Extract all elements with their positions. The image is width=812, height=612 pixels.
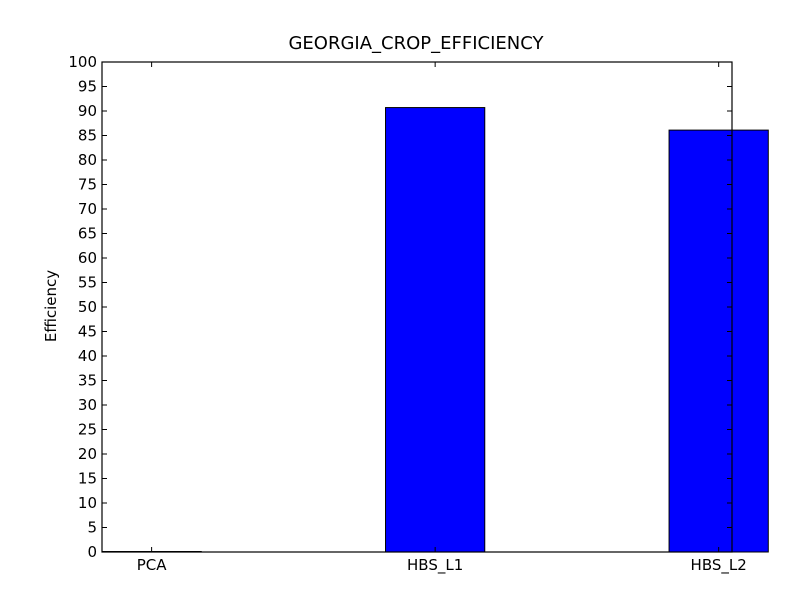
bar-hbs-l2 [668, 129, 769, 553]
y-tick-label: 70 [78, 200, 97, 218]
x-tick-label: HBS_L2 [691, 556, 747, 575]
x-tick-label: PCA [137, 556, 168, 574]
y-axis: 0 5 10 15 20 25 30 35 40 45 50 55 60 65 70 75 80 85 90 95 10… [68, 53, 732, 561]
y-tick-label: 10 [78, 494, 97, 512]
y-tick-label: 75 [78, 176, 97, 194]
chart-title: GEORGIA_CROP_EFFICIENCY [288, 33, 544, 54]
y-tick-label: 55 [78, 274, 97, 292]
y-tick-label: 30 [78, 396, 97, 414]
y-tick-label: 65 [78, 225, 97, 243]
y-tick-label: 5 [87, 519, 97, 537]
y-axis-label: Efficiency [42, 270, 60, 342]
y-tick-label: 100 [68, 53, 97, 71]
y-tick-label: 40 [78, 347, 97, 365]
y-tick-label: 35 [78, 372, 97, 390]
y-tick-label: 15 [78, 470, 97, 488]
plot-frame [101, 61, 733, 553]
x-tick-label: HBS_L1 [407, 556, 463, 575]
y-tick-label: 20 [78, 445, 97, 463]
x-axis: PCA HBS_L1 HBS_L2 [137, 62, 747, 575]
y-tick-label: 25 [78, 421, 97, 439]
y-tick-label: 50 [78, 298, 97, 316]
y-tick-label: 90 [78, 102, 97, 120]
bars-layer [101, 107, 769, 553]
y-tick-label: 80 [78, 151, 97, 169]
y-tick-label: 85 [78, 127, 97, 145]
y-tick-label: 95 [78, 78, 97, 96]
y-tick-label: 60 [78, 249, 97, 267]
y-tick-label: 0 [87, 543, 97, 561]
bar-hbs-l1 [385, 107, 486, 553]
y-tick-label: 45 [78, 323, 97, 341]
